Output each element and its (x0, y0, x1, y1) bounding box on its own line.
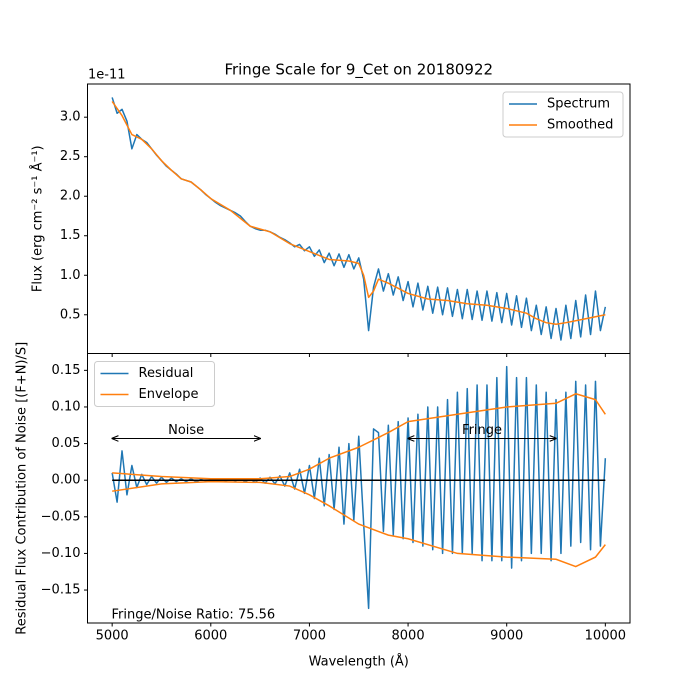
y-tick-label: 0.05 (52, 436, 81, 451)
legend-label: Spectrum (547, 97, 610, 112)
legend-label: Smoothed (547, 118, 613, 133)
x-axis-label: Wavelength (Å) (309, 654, 409, 670)
y-axis-label: Residual Flux Contribution of Noise [(F+… (15, 342, 30, 635)
y-tick-label: 1.5 (60, 228, 81, 243)
legend-label: Envelope (139, 387, 199, 402)
annotation: Fringe (462, 423, 502, 438)
y-tick-label: 1.0 (60, 268, 81, 283)
y-tick-label: −0.15 (41, 583, 81, 598)
y-axis-label: Flux (erg cm⁻² s⁻¹ Å⁻¹) (30, 145, 46, 292)
plot-area (111, 97, 607, 341)
x-tick-label: 10000 (585, 629, 626, 644)
line (112, 480, 606, 568)
chart-title: Fringe Scale for 9_Cet on 20180922 (224, 61, 493, 80)
y-tick-label: 0.5 (60, 307, 81, 322)
line (111, 100, 606, 326)
y-tick-label: −0.05 (41, 509, 81, 524)
y-tick-label: 0.15 (52, 363, 81, 378)
x-tick-label: 7000 (293, 629, 326, 644)
y-tick-label: −0.10 (41, 546, 81, 561)
y-tick-label: 3.0 (60, 110, 81, 125)
offset-text: 1e-11 (88, 68, 126, 83)
axes-frame (87, 353, 631, 624)
y-tick-label: 2.0 (60, 189, 81, 204)
x-tick-label: 6000 (194, 629, 227, 644)
plot-area (111, 365, 607, 610)
annotation: Fringe/Noise Ratio: 75.56 (112, 608, 276, 623)
y-tick-label: 0.00 (52, 473, 81, 488)
x-tick-label: 8000 (392, 629, 425, 644)
line (112, 393, 606, 480)
x-tick-label: 5000 (96, 629, 129, 644)
y-tick-label: 0.10 (52, 399, 81, 414)
annotation: Noise (168, 423, 204, 438)
y-tick-label: 2.5 (60, 149, 81, 164)
legend-label: Residual (139, 366, 194, 381)
x-tick-label: 9000 (490, 629, 523, 644)
